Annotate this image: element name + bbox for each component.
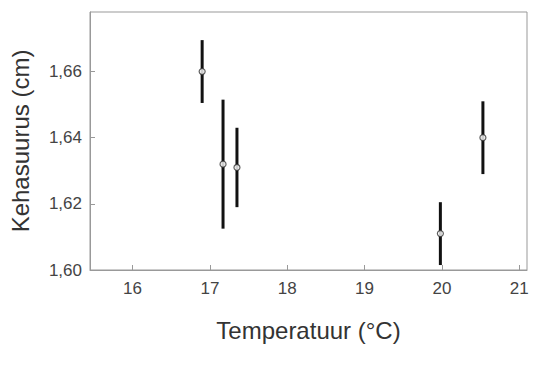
svg-text:21: 21 [510,279,529,298]
svg-text:1,60: 1,60 [49,261,82,280]
svg-text:19: 19 [355,279,374,298]
svg-text:18: 18 [278,279,297,298]
svg-text:17: 17 [200,279,219,298]
svg-text:1,62: 1,62 [49,194,82,213]
svg-text:1,66: 1,66 [49,62,82,81]
svg-text:16: 16 [123,279,142,298]
svg-text:Temperatuur (°C): Temperatuur (°C) [216,317,400,344]
svg-text:Kehasuurus (cm): Kehasuurus (cm) [7,50,34,233]
svg-text:20: 20 [432,279,451,298]
svg-text:1,64: 1,64 [49,128,82,147]
